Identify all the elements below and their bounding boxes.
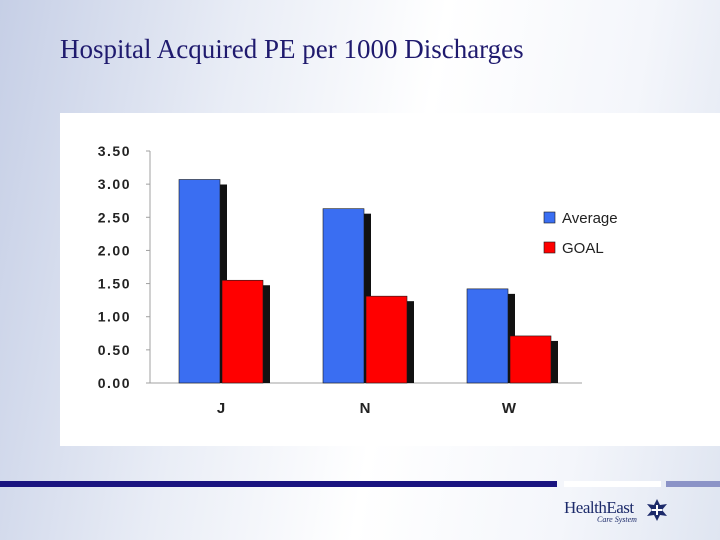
legend-label-average: Average xyxy=(562,210,618,227)
bar-average-j xyxy=(178,179,221,384)
slide-title: Hospital Acquired PE per 1000 Discharges xyxy=(60,34,524,64)
bar-goal-n xyxy=(365,295,408,384)
y-tick-label: 3.00 xyxy=(98,176,131,192)
logo-emblem-icon xyxy=(647,499,667,521)
x-category-label: J xyxy=(217,400,225,417)
bar-goal-w xyxy=(509,335,552,384)
y-tick-label: 0.50 xyxy=(98,342,131,358)
y-tick-label: 2.50 xyxy=(98,209,131,225)
logo-subtitle: Care System xyxy=(597,515,637,524)
chart-panel: 3.50 3.00 2.50 2.00 1.50 1.00 0.50 0.00 J N W Aver… xyxy=(60,113,720,446)
legend-label-goal: GOAL xyxy=(562,240,604,257)
x-category-label: N xyxy=(360,400,371,417)
bar-goal-j xyxy=(221,279,264,384)
bar-average-n xyxy=(322,208,365,384)
x-category-label: W xyxy=(502,400,517,417)
footer-bar xyxy=(0,481,557,487)
footer-bar-accent xyxy=(564,481,661,487)
healtheast-logo: HealthEast Care System xyxy=(560,495,670,529)
bar-average-w xyxy=(466,288,509,384)
footer-bar-accent-2 xyxy=(666,481,720,487)
legend-swatch-average xyxy=(543,211,556,224)
legend-swatch-goal xyxy=(543,241,556,254)
y-tick-label: 0.00 xyxy=(98,375,131,391)
y-tick-label: 1.00 xyxy=(98,309,131,325)
bar-chart: 3.50 3.00 2.50 2.00 1.50 1.00 0.50 0.00 J N W Aver… xyxy=(98,143,618,417)
y-tick-label: 2.00 xyxy=(98,242,131,258)
y-tick-label: 1.50 xyxy=(98,276,131,292)
y-tick-label: 3.50 xyxy=(98,143,131,159)
logo-name: HealthEast xyxy=(564,498,634,517)
